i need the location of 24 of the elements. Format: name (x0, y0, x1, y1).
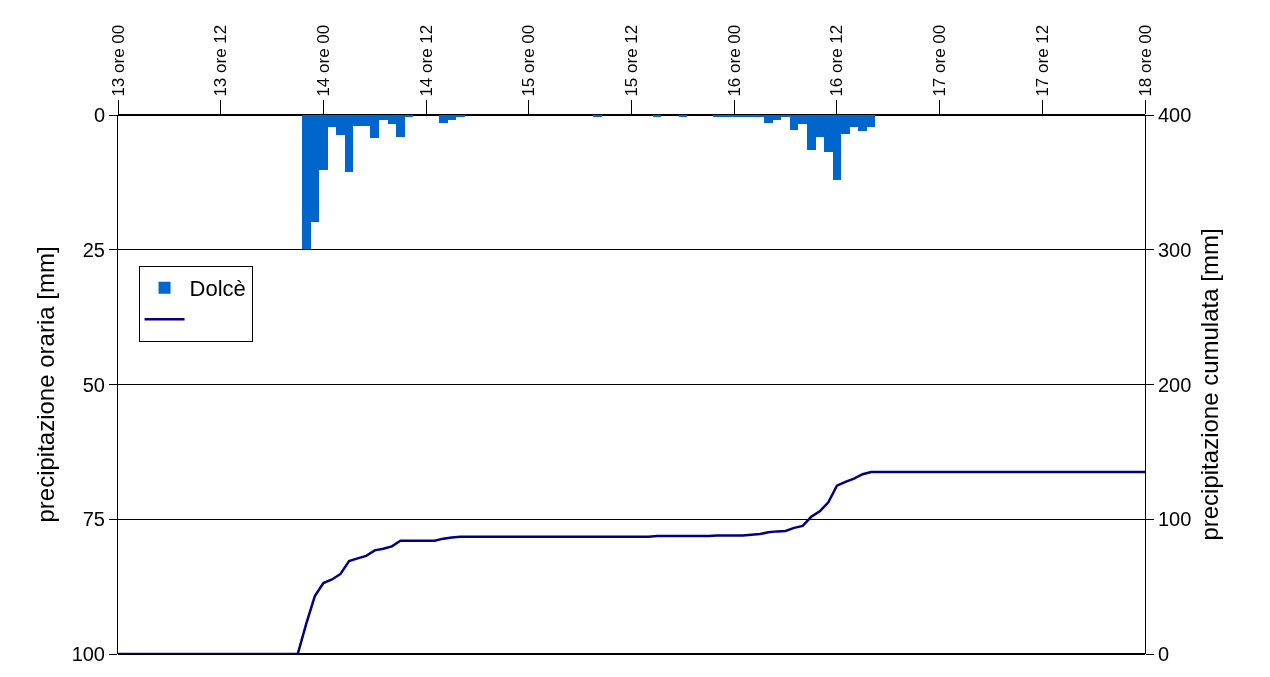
y2-tick-label: 400 (1158, 104, 1192, 126)
x-tick-label: 16 ore 12 (827, 24, 847, 97)
x-tick-label: 13 ore 12 (211, 24, 231, 97)
x-tick-label: 17 ore 00 (930, 24, 950, 97)
y2-tick-label: 300 (1158, 238, 1192, 261)
y-tick-label: 50 (82, 373, 105, 396)
y-tick-label: 25 (82, 238, 105, 261)
y-tick-label: 75 (82, 508, 105, 531)
x-tick-label: 18 ore 00 (1135, 24, 1155, 97)
y2-tick-label: 100 (1158, 508, 1192, 531)
y2-tick-label: 200 (1158, 373, 1192, 396)
y2-tick-label: 0 (1158, 643, 1170, 665)
x-tick-label: 14 ore 12 (416, 24, 436, 97)
x-tick-label: 17 ore 12 (1032, 24, 1052, 97)
x-tick-label: 14 ore 00 (313, 24, 333, 97)
x-tick-label: 16 ore 00 (724, 24, 744, 97)
legend-label: Dolcè (189, 276, 246, 302)
x-tick-label: 15 ore 00 (519, 24, 539, 97)
y-axis-title: precipitazione oraria [mm] (31, 246, 59, 523)
x-tick-label: 13 ore 00 (108, 24, 128, 97)
y2-axis-title: precipitazione cumulata [mm] (1195, 228, 1223, 541)
y-tick-label: 0 (93, 104, 105, 126)
y-tick-label: 100 (71, 643, 105, 665)
x-tick-label: 15 ore 12 (622, 24, 642, 97)
